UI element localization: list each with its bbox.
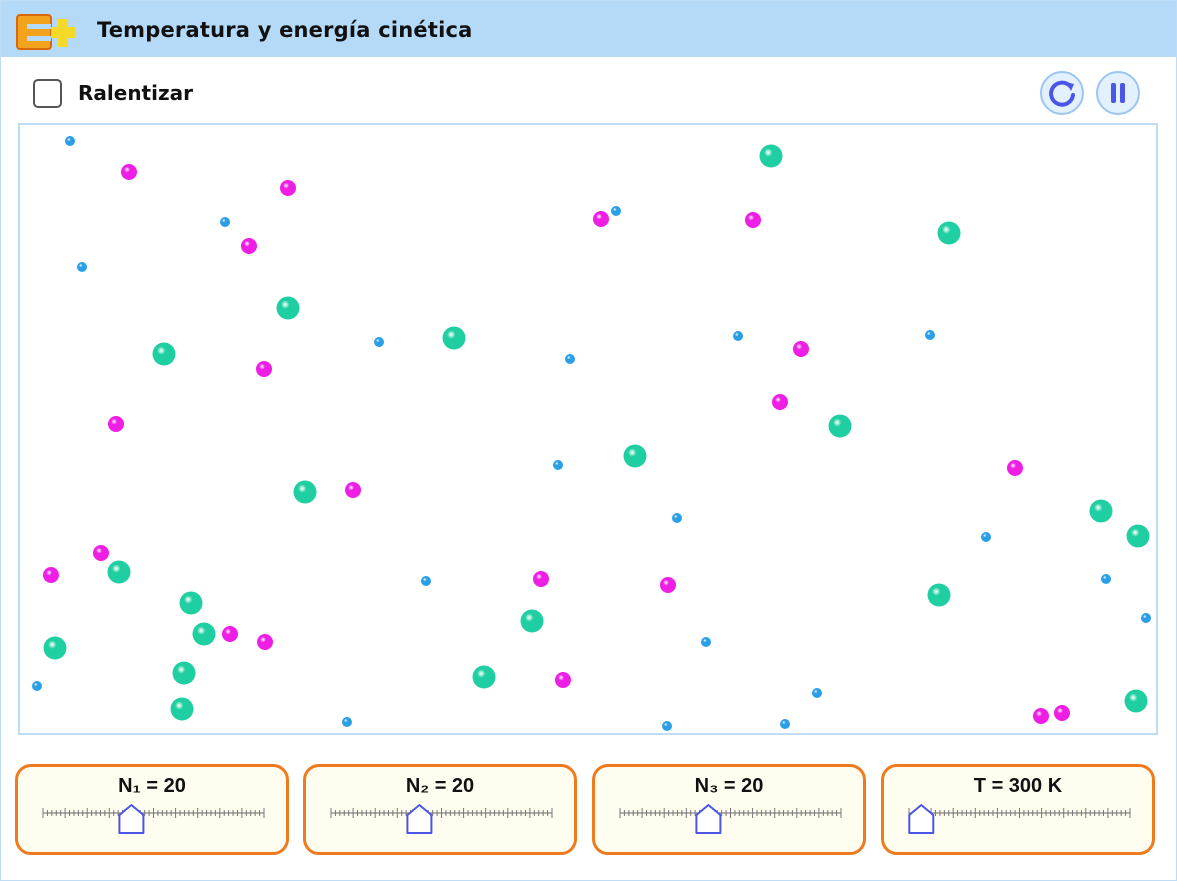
slider-panel-temperature: T = 300 K xyxy=(881,764,1155,855)
page-title: Temperatura y energía cinética xyxy=(97,18,473,42)
slow-motion-label: Ralentizar xyxy=(78,81,193,105)
particle-large xyxy=(170,697,194,721)
slider-label-temperature: T = 300 K xyxy=(973,775,1063,797)
slider-track-n3[interactable] xyxy=(595,767,863,852)
e-plus-logo-icon xyxy=(16,14,75,50)
particle-medium xyxy=(241,238,257,254)
particle-small xyxy=(374,337,384,347)
particle-small xyxy=(780,719,790,729)
slider-thumb[interactable] xyxy=(406,804,433,834)
slider-panel-n1: N₁ = 20 xyxy=(15,764,289,855)
particle-small xyxy=(565,354,575,364)
particle-small xyxy=(32,681,42,691)
particle-medium xyxy=(280,180,296,196)
particle-small xyxy=(611,206,621,216)
slider-thumb[interactable] xyxy=(695,804,722,834)
particle-large xyxy=(172,661,196,685)
particle-medium xyxy=(1054,705,1070,721)
simulation-area xyxy=(18,123,1158,735)
particle-small xyxy=(981,532,991,542)
pause-icon xyxy=(1111,83,1125,103)
particle-medium xyxy=(772,394,788,410)
particle-medium xyxy=(793,341,809,357)
particle-medium xyxy=(533,571,549,587)
particle-medium xyxy=(555,672,571,688)
app-header: Temperatura y energía cinética xyxy=(1,1,1176,57)
particle-small xyxy=(342,717,352,727)
reset-button[interactable] xyxy=(1040,71,1084,115)
slider-panel-n2: N₂ = 20 xyxy=(303,764,577,855)
particle-small xyxy=(733,331,743,341)
particle-large xyxy=(152,342,176,366)
particle-large xyxy=(179,591,203,615)
particle-small xyxy=(662,721,672,731)
particle-large xyxy=(937,221,961,245)
particle-large xyxy=(623,444,647,468)
slider-thumb[interactable] xyxy=(118,804,145,834)
particle-large xyxy=(293,480,317,504)
particle-medium xyxy=(660,577,676,593)
slow-motion-checkbox[interactable] xyxy=(33,79,62,108)
particle-medium xyxy=(1007,460,1023,476)
particle-large xyxy=(107,560,131,584)
particle-small xyxy=(1101,574,1111,584)
particle-field xyxy=(32,136,1151,731)
slider-label-n1: N₁ = 20 xyxy=(118,775,186,797)
particle-medium xyxy=(745,212,761,228)
particle-small xyxy=(220,217,230,227)
particle-small xyxy=(553,460,563,470)
particle-large xyxy=(192,622,216,646)
particle-small xyxy=(672,513,682,523)
slider-thumb[interactable] xyxy=(908,804,935,834)
particle-medium xyxy=(222,626,238,642)
slider-label-n3: N₃ = 20 xyxy=(694,775,764,797)
particle-large xyxy=(472,665,496,689)
particle-medium xyxy=(108,416,124,432)
particle-medium xyxy=(256,361,272,377)
slider-label-n2: N₂ = 20 xyxy=(405,775,475,797)
particle-large xyxy=(442,326,466,350)
particle-large xyxy=(927,583,951,607)
particle-small xyxy=(701,637,711,647)
particle-large xyxy=(276,296,300,320)
particle-small xyxy=(925,330,935,340)
particle-large xyxy=(828,414,852,438)
pause-button[interactable] xyxy=(1096,71,1140,115)
particle-large xyxy=(520,609,544,633)
particle-small xyxy=(421,576,431,586)
slider-track-temperature[interactable] xyxy=(884,767,1152,852)
slider-track-n2[interactable] xyxy=(306,767,574,852)
particle-medium xyxy=(345,482,361,498)
particle-small xyxy=(812,688,822,698)
particle-medium xyxy=(121,164,137,180)
slider-panel-n3: N₃ = 20 xyxy=(592,764,866,855)
reset-icon xyxy=(1049,80,1075,107)
particle-large xyxy=(759,144,783,168)
particle-large xyxy=(1089,499,1113,523)
particle-small xyxy=(65,136,75,146)
particle-medium xyxy=(1033,708,1049,724)
particle-large xyxy=(43,636,67,660)
particle-small xyxy=(1141,613,1151,623)
particle-medium xyxy=(257,634,273,650)
slider-track-n1[interactable] xyxy=(18,767,286,852)
particle-large xyxy=(1126,524,1150,548)
particle-medium xyxy=(93,545,109,561)
particle-large xyxy=(1124,689,1148,713)
particle-medium xyxy=(593,211,609,227)
particle-small xyxy=(77,262,87,272)
particle-medium xyxy=(43,567,59,583)
